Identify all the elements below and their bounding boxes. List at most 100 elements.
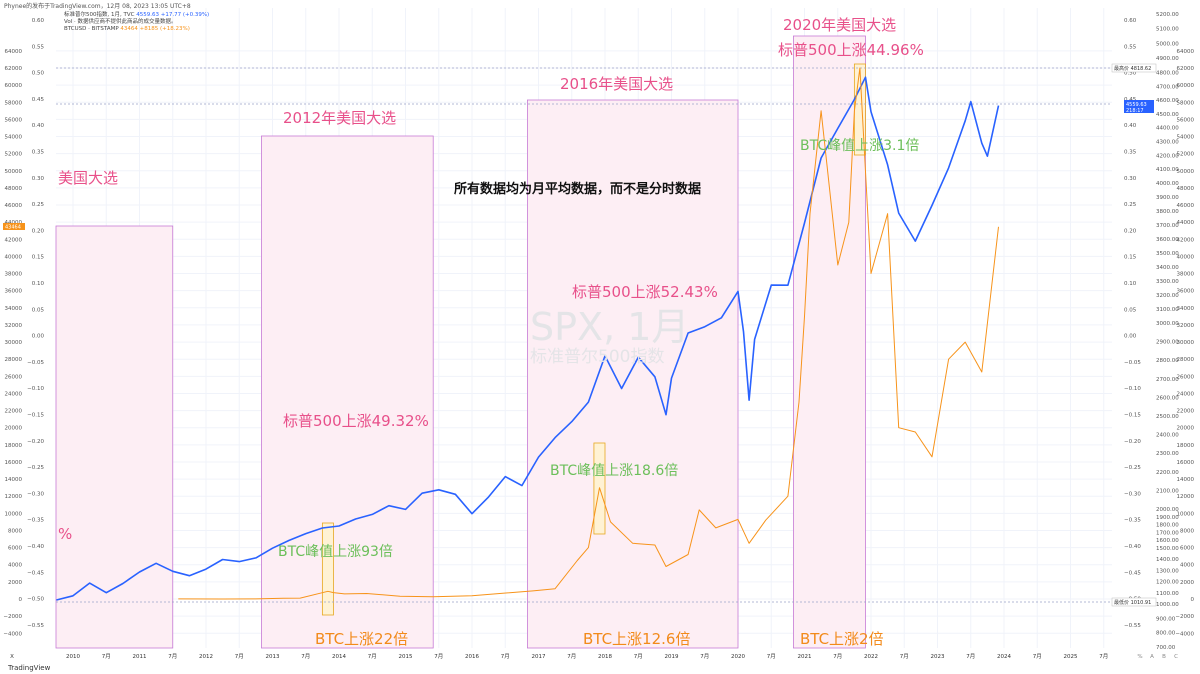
pct-axis-tick: 0.35 — [32, 150, 45, 156]
x-axis-tick: 2024 — [997, 654, 1011, 660]
btc-left-text: 43464 — [5, 225, 21, 231]
pct-axis-tick-right: −0.25 — [1124, 465, 1141, 471]
election-boxes — [55, 35, 866, 649]
pct-axis-tick: 0.60 — [32, 18, 45, 24]
right-axis-tick: 30000 — [1177, 340, 1195, 346]
left-axis-tick: 32000 — [5, 323, 23, 329]
spx-axis-tick: 4100.00 — [1156, 167, 1179, 173]
left-axis-tick: 36000 — [5, 289, 23, 295]
footer-button[interactable]: B — [1162, 654, 1166, 660]
annotation-btc-2020: BTC上涨2倍 — [800, 630, 884, 648]
pct-axis-tick: 0.50 — [32, 71, 45, 77]
left-axis-tick: 42000 — [5, 237, 23, 243]
spx-axis-tick: 3200.00 — [1156, 293, 1179, 299]
pct-axis-tick: 0.25 — [32, 202, 45, 208]
series-line-btcusd — [178, 67, 999, 600]
annotation-note: 所有数据均为月平均数据，而不是分时数据 — [454, 182, 702, 197]
x-axis-tick: 7月 — [966, 653, 975, 660]
pct-axis-tick-right: 0.30 — [1124, 176, 1137, 182]
btc-peak-highlight — [321, 522, 334, 616]
legend-btc-value: 43464 +8185 (+18.23%) — [120, 26, 190, 32]
spx-axis-tick: 1200.00 — [1156, 580, 1179, 586]
annotation-election-2020: 2020年美国大选 — [783, 16, 897, 34]
x-axis-tick: 2015 — [399, 654, 413, 660]
x-axis-tick: 2022 — [864, 654, 878, 660]
footer-button[interactable]: C — [1174, 654, 1178, 660]
election-box — [261, 135, 434, 649]
spx-axis-tick: 3800.00 — [1156, 209, 1179, 215]
pct-axis-tick-right: −0.05 — [1124, 360, 1141, 366]
x-axis-tick: 7月 — [501, 653, 510, 660]
left-axis-tick: 60000 — [5, 83, 23, 89]
spx-axis-tick: 700.00 — [1156, 645, 1176, 651]
pct-axis-tick-right: −0.45 — [1124, 570, 1141, 576]
spx-last-tag — [1124, 100, 1154, 113]
right-axis-tick: 32000 — [1177, 323, 1195, 329]
election-box — [527, 99, 739, 649]
spx-axis-tick: 1900.00 — [1156, 515, 1179, 521]
pct-axis-tick-right: 0.25 — [1124, 202, 1137, 208]
spx-axis-tick: 1100.00 — [1156, 591, 1179, 597]
left-axis-tick: 62000 — [5, 66, 23, 72]
left-axis-tick: 10000 — [5, 511, 23, 517]
left-axis-tick: 38000 — [5, 272, 23, 278]
right-axis-tick: 52000 — [1177, 152, 1195, 158]
pct-axis-tick: −0.05 — [27, 360, 44, 366]
pct-axis-tick: 0.45 — [32, 97, 45, 103]
axes: −4000 −2000 0 2000 4000 6000 8000 10000 12000 140… — [3, 12, 1195, 660]
series-lines — [56, 67, 1000, 601]
pct-axis-tick-right: 0.00 — [1124, 334, 1137, 340]
right-axis-tick: 28000 — [1177, 357, 1195, 363]
pct-axis-tick-right: 0.10 — [1124, 281, 1137, 287]
pct-axis-tick-right: −0.15 — [1124, 413, 1141, 419]
left-axis-tick: 56000 — [5, 117, 23, 123]
x-axis-tick: 2019 — [665, 654, 679, 660]
x-axis-tick: 7月 — [833, 653, 842, 660]
spx-axis-tick: 4600.00 — [1156, 98, 1179, 104]
right-axis-tick: 22000 — [1177, 409, 1195, 415]
x-axis-tick: 7月 — [235, 653, 244, 660]
left-axis-tick: 12000 — [5, 494, 23, 500]
pct-axis-tick: −0.30 — [27, 491, 44, 497]
right-axis-tick: 8000 — [1180, 528, 1194, 534]
spx-axis-tick: 3300.00 — [1156, 279, 1179, 285]
legend: 标准普尔500指数, 1月, TVC 4559.63 +17.77 (+0.39… — [64, 12, 209, 33]
pct-axis-tick: 0.05 — [32, 307, 45, 313]
spx-axis-tick: 3500.00 — [1156, 251, 1179, 257]
left-axis-tick: 18000 — [5, 443, 23, 449]
left-axis-tick: 20000 — [5, 426, 23, 432]
right-axis-tick: 38000 — [1177, 272, 1195, 278]
x-axis-tick: 2013 — [266, 654, 280, 660]
pct-axis-tick: −0.35 — [27, 518, 44, 524]
x-axis-tick: 7月 — [301, 653, 310, 660]
annotation-pct-fragment: % — [58, 525, 73, 543]
pct-axis-tick-right: −0.30 — [1124, 491, 1141, 497]
tradingview-logo[interactable]: TradingView — [8, 664, 51, 672]
annotation-btc-2012: BTC上涨22倍 — [315, 630, 409, 648]
spx-axis-tick: 4200.00 — [1156, 153, 1179, 159]
low-price-text: 最低价 1010.91 — [1114, 599, 1151, 606]
x-axis-tick: 7月 — [1099, 653, 1108, 660]
spx-axis-tick: 5100.00 — [1156, 27, 1179, 33]
spx-axis-tick: 3600.00 — [1156, 237, 1179, 243]
x-axis-tick: 7月 — [767, 653, 776, 660]
legend-spx-value: 4559.63 +17.77 (+0.39%) — [136, 12, 210, 18]
pct-axis-tick: 0.40 — [32, 123, 45, 129]
footer-button[interactable]: % — [1137, 654, 1142, 660]
pct-axis-tick: −0.45 — [27, 570, 44, 576]
right-axis-tick: 42000 — [1177, 237, 1195, 243]
spx-axis-tick: 1300.00 — [1156, 568, 1179, 574]
spx-axis-tick: 2700.00 — [1156, 377, 1179, 383]
pct-axis-tick-right: −0.40 — [1124, 544, 1141, 550]
x-axis-tick: 2020 — [731, 654, 745, 660]
x-axis-tick: 2021 — [798, 654, 812, 660]
footer-button[interactable]: A — [1150, 654, 1154, 660]
x-axis-tick: 7月 — [102, 653, 111, 660]
right-axis-tick: 34000 — [1177, 306, 1195, 312]
spx-axis-tick: 4400.00 — [1156, 126, 1179, 132]
x-axis-tick: 7月 — [368, 653, 377, 660]
left-axis-tick: 48000 — [5, 186, 23, 192]
spx-axis-tick: 2900.00 — [1156, 340, 1179, 346]
x-axis-tick: 2010 — [66, 654, 80, 660]
